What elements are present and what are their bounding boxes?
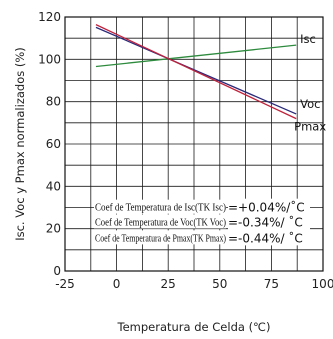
coef-value-bg	[228, 198, 310, 215]
series-lines	[95, 24, 297, 120]
series-labels: Isc Voc Pmax	[294, 32, 326, 133]
coef-name: Coef de Temperatura de Voc(TK Voc)	[95, 217, 226, 228]
grid-lines	[64, 16, 324, 272]
x-axis-title: Temperatura de Celda (℃)	[117, 320, 271, 334]
x-tick-label: 25	[161, 277, 176, 291]
x-tick-label: -25	[55, 277, 75, 291]
coefficient-box: Coef de Temperatura de Isc(TK Isc) =+0.04…	[94, 198, 310, 246]
series-label-voc: Voc	[300, 97, 320, 111]
y-tick-label: 0	[53, 264, 61, 278]
y-axis-title: Isc. Voc y Pmax normalizados (%)	[13, 47, 27, 241]
coef-label-bg	[94, 199, 226, 214]
series-line-voc	[95, 26, 297, 115]
coef-label-bg	[94, 230, 226, 245]
series-line-pmax	[95, 24, 297, 120]
y-tick-label: 40	[46, 179, 61, 193]
coef-value: =-0.34%/ ˚C	[228, 214, 303, 229]
coef-value: =+0.04%/˚C	[228, 200, 305, 215]
x-tick-label: 100	[312, 277, 333, 291]
y-tick-label: 120	[38, 10, 61, 24]
x-tick-label: 0	[113, 277, 121, 291]
x-tick-label: 75	[264, 277, 279, 291]
y-tick-label: 60	[46, 137, 61, 151]
coef-label-bg	[94, 214, 226, 229]
y-tick-labels: 0 20 40 60 80 100 120	[38, 10, 61, 278]
y-tick-label: 20	[46, 222, 61, 236]
x-tick-label: 50	[212, 277, 227, 291]
coef-value-bg	[228, 229, 310, 246]
y-tick-label: 100	[38, 52, 61, 66]
series-label-pmax: Pmax	[294, 120, 326, 134]
coef-value: =-0.44%/ ˚C	[228, 230, 303, 245]
series-line-isc	[95, 44, 297, 68]
x-tick-labels: -25 0 25 50 75 100	[55, 277, 333, 291]
plot-frame	[64, 16, 324, 272]
coef-value-bg	[228, 213, 310, 230]
coef-name: Coef de Temperatura de Isc(TK Isc)	[95, 203, 226, 214]
series-label-isc: Isc	[300, 32, 316, 46]
y-tick-label: 80	[46, 95, 61, 109]
coef-name: Coef de Temperatura de Pmax(TK Pmax)	[95, 233, 226, 244]
